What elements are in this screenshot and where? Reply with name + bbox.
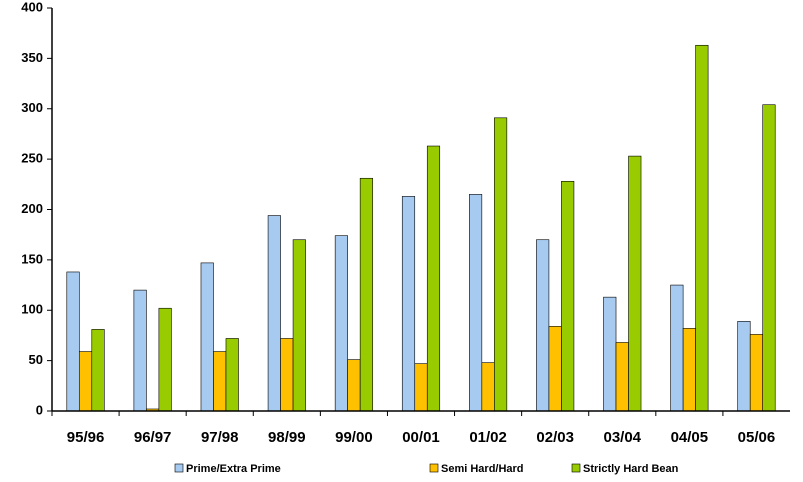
x-tick-label: 05/06 xyxy=(738,429,776,446)
bar xyxy=(66,271,80,412)
bar xyxy=(200,262,214,412)
x-tick-label: 99/00 xyxy=(335,429,373,446)
x-tick-label: 95/96 xyxy=(67,429,105,446)
x-tick-label: 97/98 xyxy=(201,429,239,446)
legend-swatch xyxy=(571,463,581,473)
y-tick-label: 250 xyxy=(21,151,43,166)
legend-label: Strictly Hard Bean xyxy=(583,463,679,475)
y-tick-label: 200 xyxy=(21,201,43,216)
bar xyxy=(347,359,361,412)
x-tick-label: 01/02 xyxy=(469,429,507,446)
bar xyxy=(670,284,684,412)
bar xyxy=(682,328,696,412)
y-tick-label: 150 xyxy=(21,251,43,266)
x-tick-label: 03/04 xyxy=(603,429,641,446)
bar xyxy=(749,334,764,412)
bar xyxy=(359,177,373,412)
bar xyxy=(548,326,562,412)
bar xyxy=(292,239,306,412)
bar xyxy=(158,307,172,412)
x-tick-label: 96/97 xyxy=(134,429,172,446)
y-tick-label: 50 xyxy=(29,352,43,367)
x-tick-label: 02/03 xyxy=(536,429,574,446)
bar xyxy=(414,363,428,412)
bar xyxy=(91,329,105,412)
bar xyxy=(267,215,281,412)
bar xyxy=(737,321,751,412)
x-tick-label: 00/01 xyxy=(402,429,440,446)
bar xyxy=(78,351,93,412)
y-tick-label: 100 xyxy=(21,302,43,317)
bar xyxy=(615,342,629,412)
bar xyxy=(334,235,348,412)
y-tick-label: 300 xyxy=(21,100,43,115)
bar xyxy=(280,338,294,412)
bar xyxy=(695,44,709,412)
legend-swatch xyxy=(174,463,184,473)
bar xyxy=(603,296,617,412)
x-tick-label: 04/05 xyxy=(671,429,709,446)
bar xyxy=(133,289,147,412)
bar xyxy=(561,180,575,412)
y-tick-label: 350 xyxy=(21,50,43,65)
bar xyxy=(469,194,483,412)
x-tick-label: 98/99 xyxy=(268,429,306,446)
y-tick-label: 0 xyxy=(36,402,43,417)
legend-label: Prime/Extra Prime xyxy=(186,463,281,475)
bar xyxy=(628,155,642,412)
bar xyxy=(225,338,239,412)
bar xyxy=(401,196,416,412)
bar xyxy=(426,145,441,412)
y-tick-label: 400 xyxy=(21,0,43,14)
bar xyxy=(536,239,550,412)
legend-swatch xyxy=(429,463,439,473)
bar xyxy=(213,351,227,412)
bar xyxy=(762,104,776,412)
bar xyxy=(494,117,508,412)
bar xyxy=(481,362,495,412)
legend-label: Semi Hard/Hard xyxy=(441,463,524,475)
